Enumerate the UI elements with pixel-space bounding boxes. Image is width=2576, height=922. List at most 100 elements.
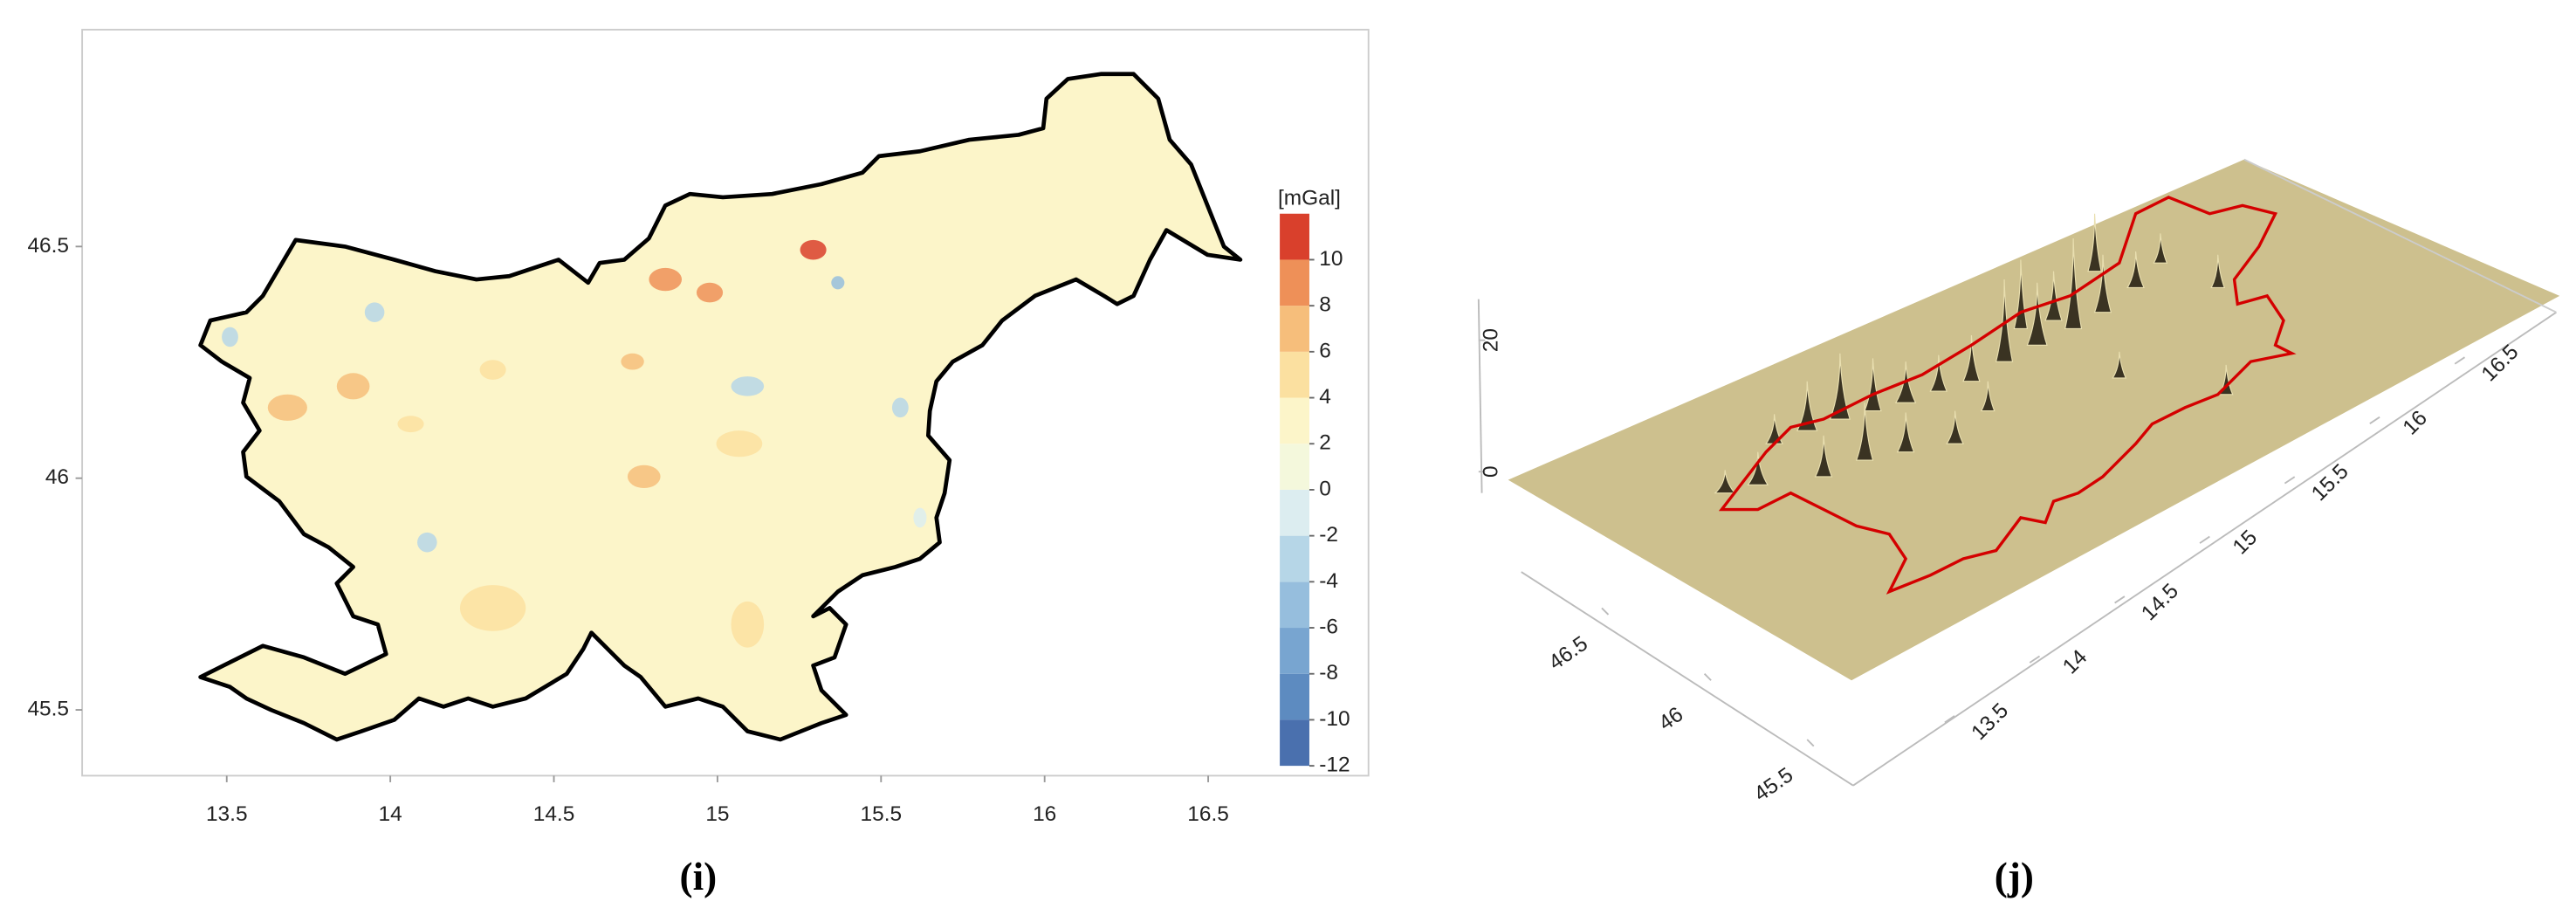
colorbar-band xyxy=(1280,397,1309,444)
colorbar-tick-label: 10 xyxy=(1319,247,1343,271)
z-tick-label: 20 xyxy=(1479,328,1502,352)
anomaly xyxy=(222,327,238,347)
caption: (i) xyxy=(680,855,718,898)
x-tick-label: 15 xyxy=(2229,526,2262,559)
anomaly xyxy=(336,373,370,400)
colorbar-band xyxy=(1280,628,1309,674)
peak xyxy=(1946,410,1964,444)
y-tick xyxy=(1806,739,1815,747)
colorbar-tick-label: -4 xyxy=(1319,569,1338,593)
colorbar-tick-label: -6 xyxy=(1319,615,1338,638)
box-edge xyxy=(2243,158,2557,313)
peak xyxy=(1995,279,2014,362)
peak xyxy=(2044,271,2063,321)
colorbar-band xyxy=(1280,673,1309,720)
anomaly xyxy=(397,416,424,433)
x-axis-line xyxy=(1852,311,2557,787)
colorbar-tick-label: -2 xyxy=(1319,523,1338,547)
z-tick-label: 0 xyxy=(1479,465,1502,478)
anomaly xyxy=(417,532,437,553)
y-tick-label: 46 xyxy=(1654,703,1687,736)
y-tick-label: 45.5 xyxy=(27,698,69,721)
caption: (j) xyxy=(1995,855,2034,898)
colorbar-tick-label: 8 xyxy=(1319,293,1331,317)
y-axis-line xyxy=(1521,571,1854,787)
y-tick-label: 45.5 xyxy=(1750,763,1797,806)
x-tick-label: 14 xyxy=(2058,645,2092,678)
anomaly xyxy=(627,464,661,489)
colorbar-band xyxy=(1280,719,1309,767)
anomaly xyxy=(891,397,909,418)
map-area xyxy=(198,72,1243,742)
peak xyxy=(1747,451,1769,485)
x-tick-label: 13.5 xyxy=(1967,698,2013,745)
colorbar-band xyxy=(1280,306,1309,352)
colorbar-label: [mGal] xyxy=(1278,186,1341,210)
colorbar-band xyxy=(1280,351,1309,398)
peak xyxy=(1980,381,1996,412)
surface-plane xyxy=(1508,159,2560,681)
peak xyxy=(2064,237,2083,330)
x-tick xyxy=(2284,476,2296,485)
anomaly xyxy=(731,376,765,396)
anomaly xyxy=(831,276,845,290)
x-tick-label: 16 xyxy=(2399,406,2432,439)
y-tick xyxy=(1703,673,1712,681)
peak xyxy=(2093,254,2112,313)
x-tick xyxy=(2369,416,2380,424)
colorbar-tick-label: 2 xyxy=(1319,431,1331,455)
y-tick-label: 46.5 xyxy=(1544,632,1591,675)
y-tick xyxy=(1601,607,1610,616)
x-tick xyxy=(2454,356,2466,365)
anomaly xyxy=(649,267,683,292)
anomaly xyxy=(731,601,765,648)
x-tick-label: 14 xyxy=(379,802,402,826)
colorbar-band xyxy=(1280,489,1309,536)
x-tick xyxy=(2029,655,2041,664)
peak xyxy=(2126,251,2145,289)
x-tick-label: 15.5 xyxy=(861,802,903,826)
colorbar-band xyxy=(1280,213,1309,260)
peak xyxy=(1855,403,1874,461)
map-outline xyxy=(198,72,1243,742)
colorbar-band xyxy=(1280,535,1309,582)
x-tick-label: 16.5 xyxy=(2477,341,2524,387)
peak xyxy=(2210,254,2226,289)
peak xyxy=(1714,470,1736,494)
anomaly xyxy=(696,282,724,303)
y-tick-label: 46 xyxy=(45,465,69,489)
anomaly xyxy=(479,360,506,380)
colorbar-tick-label: -12 xyxy=(1319,753,1350,777)
peak xyxy=(1896,412,1915,453)
anomaly xyxy=(800,239,827,260)
x-tick-label: 14.5 xyxy=(533,802,575,826)
surface-area xyxy=(1508,159,2560,681)
anomaly xyxy=(716,430,763,458)
colorbar-band xyxy=(1280,444,1309,490)
anomaly xyxy=(621,353,644,370)
anomaly xyxy=(267,394,307,421)
x-tick-label: 13.5 xyxy=(206,802,248,826)
peak xyxy=(2087,213,2102,272)
peak xyxy=(2112,351,2127,379)
peak xyxy=(1814,435,1833,478)
colorbar-tick-label: 6 xyxy=(1319,339,1331,362)
colorbar-tick-label: 4 xyxy=(1319,385,1331,409)
anomalies xyxy=(222,239,927,648)
x-tick-label: 16.5 xyxy=(1187,802,1229,826)
country-outline xyxy=(1718,196,2297,595)
anomaly xyxy=(459,585,526,631)
x-tick-label: 15 xyxy=(705,802,729,826)
colorbar-tick-label: 0 xyxy=(1319,477,1331,500)
y-tick-label: 46.5 xyxy=(27,234,69,258)
colorbar-tick-label: -10 xyxy=(1319,707,1350,731)
z-axis-line xyxy=(1477,299,1483,493)
peak xyxy=(1962,334,1981,382)
peak xyxy=(1929,354,1948,392)
x-tick-label: 15.5 xyxy=(2307,460,2353,506)
colorbar-tick-label: -8 xyxy=(1319,661,1338,685)
anomaly xyxy=(364,302,385,322)
peak xyxy=(2026,282,2048,346)
